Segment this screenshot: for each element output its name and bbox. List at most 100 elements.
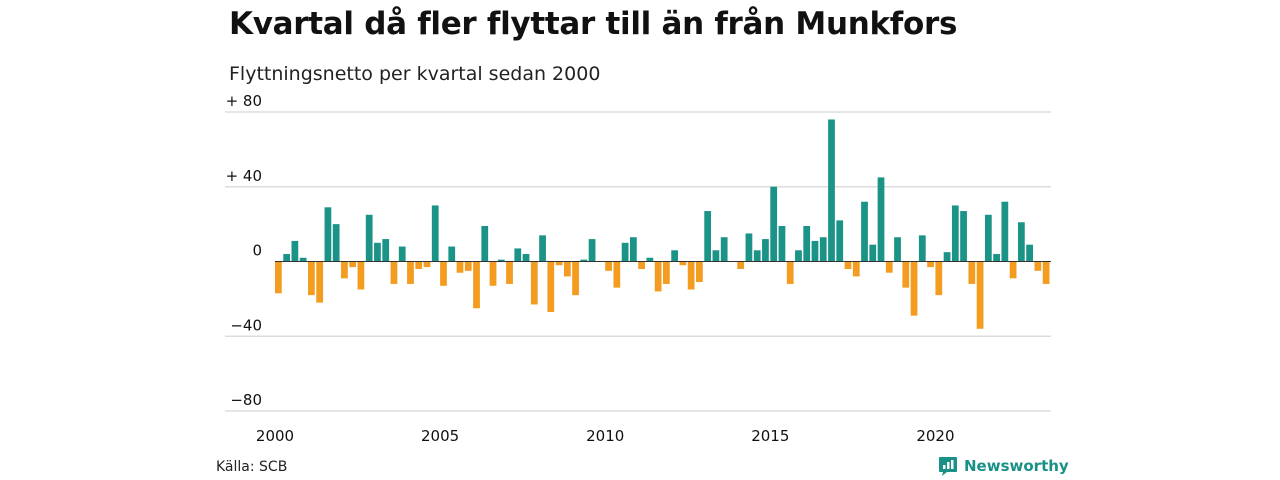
bar	[522, 254, 530, 262]
bar	[795, 250, 802, 262]
bar	[324, 207, 332, 262]
bar	[753, 250, 761, 262]
bar	[811, 240, 819, 262]
bar	[745, 233, 753, 262]
bar	[720, 237, 728, 262]
bar	[927, 261, 934, 268]
bar	[1001, 201, 1009, 262]
bar	[423, 261, 431, 268]
source-note: Källa: SCB	[216, 459, 288, 475]
bar	[431, 205, 439, 262]
bar	[844, 261, 852, 269]
bar	[894, 237, 901, 262]
bar	[737, 261, 745, 269]
bar	[440, 261, 447, 286]
bar	[357, 261, 365, 290]
bar	[506, 261, 513, 284]
bar	[580, 259, 588, 262]
y-axis-labels: + 80 + 40 0 −40 −80	[226, 92, 262, 409]
bar	[943, 252, 951, 262]
brand-logo: Newsworthy	[938, 456, 1069, 476]
bar	[629, 237, 637, 262]
x-tick-label: 2005	[421, 427, 459, 445]
x-tick-label: 2000	[256, 427, 294, 445]
bar	[671, 250, 679, 262]
bar	[646, 257, 654, 262]
bar	[555, 261, 563, 266]
bar	[861, 201, 868, 262]
bars	[275, 119, 1050, 329]
bar	[390, 261, 398, 284]
y-tick-label: + 80	[226, 92, 262, 110]
bar	[299, 257, 307, 262]
bar	[464, 261, 472, 271]
y-tick-label: −40	[230, 316, 262, 334]
bar	[869, 244, 877, 262]
bar	[877, 177, 885, 262]
bar	[275, 261, 282, 294]
y-tick-label: + 40	[226, 167, 262, 185]
bar	[638, 261, 645, 269]
bar	[762, 239, 769, 262]
bar	[902, 261, 910, 288]
bar	[497, 259, 505, 262]
bar	[968, 261, 976, 284]
bar	[316, 261, 324, 303]
bar	[481, 225, 489, 262]
bar	[621, 242, 629, 262]
bar	[283, 254, 291, 262]
bar	[588, 239, 596, 262]
bar	[951, 205, 959, 262]
bar	[448, 246, 456, 262]
bar	[530, 261, 538, 305]
bar	[374, 242, 381, 262]
x-tick-label: 2010	[586, 427, 624, 445]
bar	[456, 261, 464, 273]
bar	[407, 261, 414, 284]
bar	[803, 225, 811, 262]
bar	[613, 261, 621, 288]
bar	[572, 261, 579, 296]
bar	[960, 211, 967, 262]
bar	[786, 261, 794, 284]
y-tick-label: −80	[230, 391, 262, 409]
bar	[910, 261, 918, 316]
bar	[993, 254, 1000, 262]
bar	[415, 261, 423, 269]
bar	[349, 261, 357, 268]
bar	[1009, 261, 1017, 279]
bar	[1026, 244, 1033, 262]
bar	[679, 261, 687, 266]
bar	[778, 225, 786, 262]
bar	[291, 240, 299, 262]
y-tick-label: 0	[252, 242, 262, 260]
bar	[365, 214, 373, 262]
x-axis-labels: 2000 2005 2010 2015 2020	[256, 427, 955, 445]
bar	[539, 235, 546, 262]
bar	[332, 224, 340, 262]
chart-title: Kvartal då fler flyttar till än från Mun…	[229, 6, 958, 42]
bar	[1034, 261, 1042, 271]
bar	[473, 261, 480, 309]
brand-name: Newsworthy	[964, 457, 1069, 475]
bar	[398, 246, 406, 262]
bar	[712, 250, 720, 262]
bar	[563, 261, 571, 277]
bar	[547, 261, 555, 312]
bar	[935, 261, 943, 296]
bar	[308, 261, 315, 296]
bar	[1042, 261, 1050, 284]
bar	[489, 261, 497, 286]
newsworthy-logo-icon	[939, 457, 957, 476]
grid-lines	[225, 111, 1051, 412]
bar	[341, 261, 348, 279]
bar	[836, 220, 844, 262]
bar	[382, 239, 390, 262]
bar	[918, 235, 926, 262]
x-tick-label: 2015	[751, 427, 789, 445]
chart-subtitle: Flyttningsnetto per kvartal sedan 2000	[229, 63, 601, 85]
bar	[663, 261, 670, 284]
bar	[852, 261, 860, 277]
bar	[819, 237, 827, 262]
